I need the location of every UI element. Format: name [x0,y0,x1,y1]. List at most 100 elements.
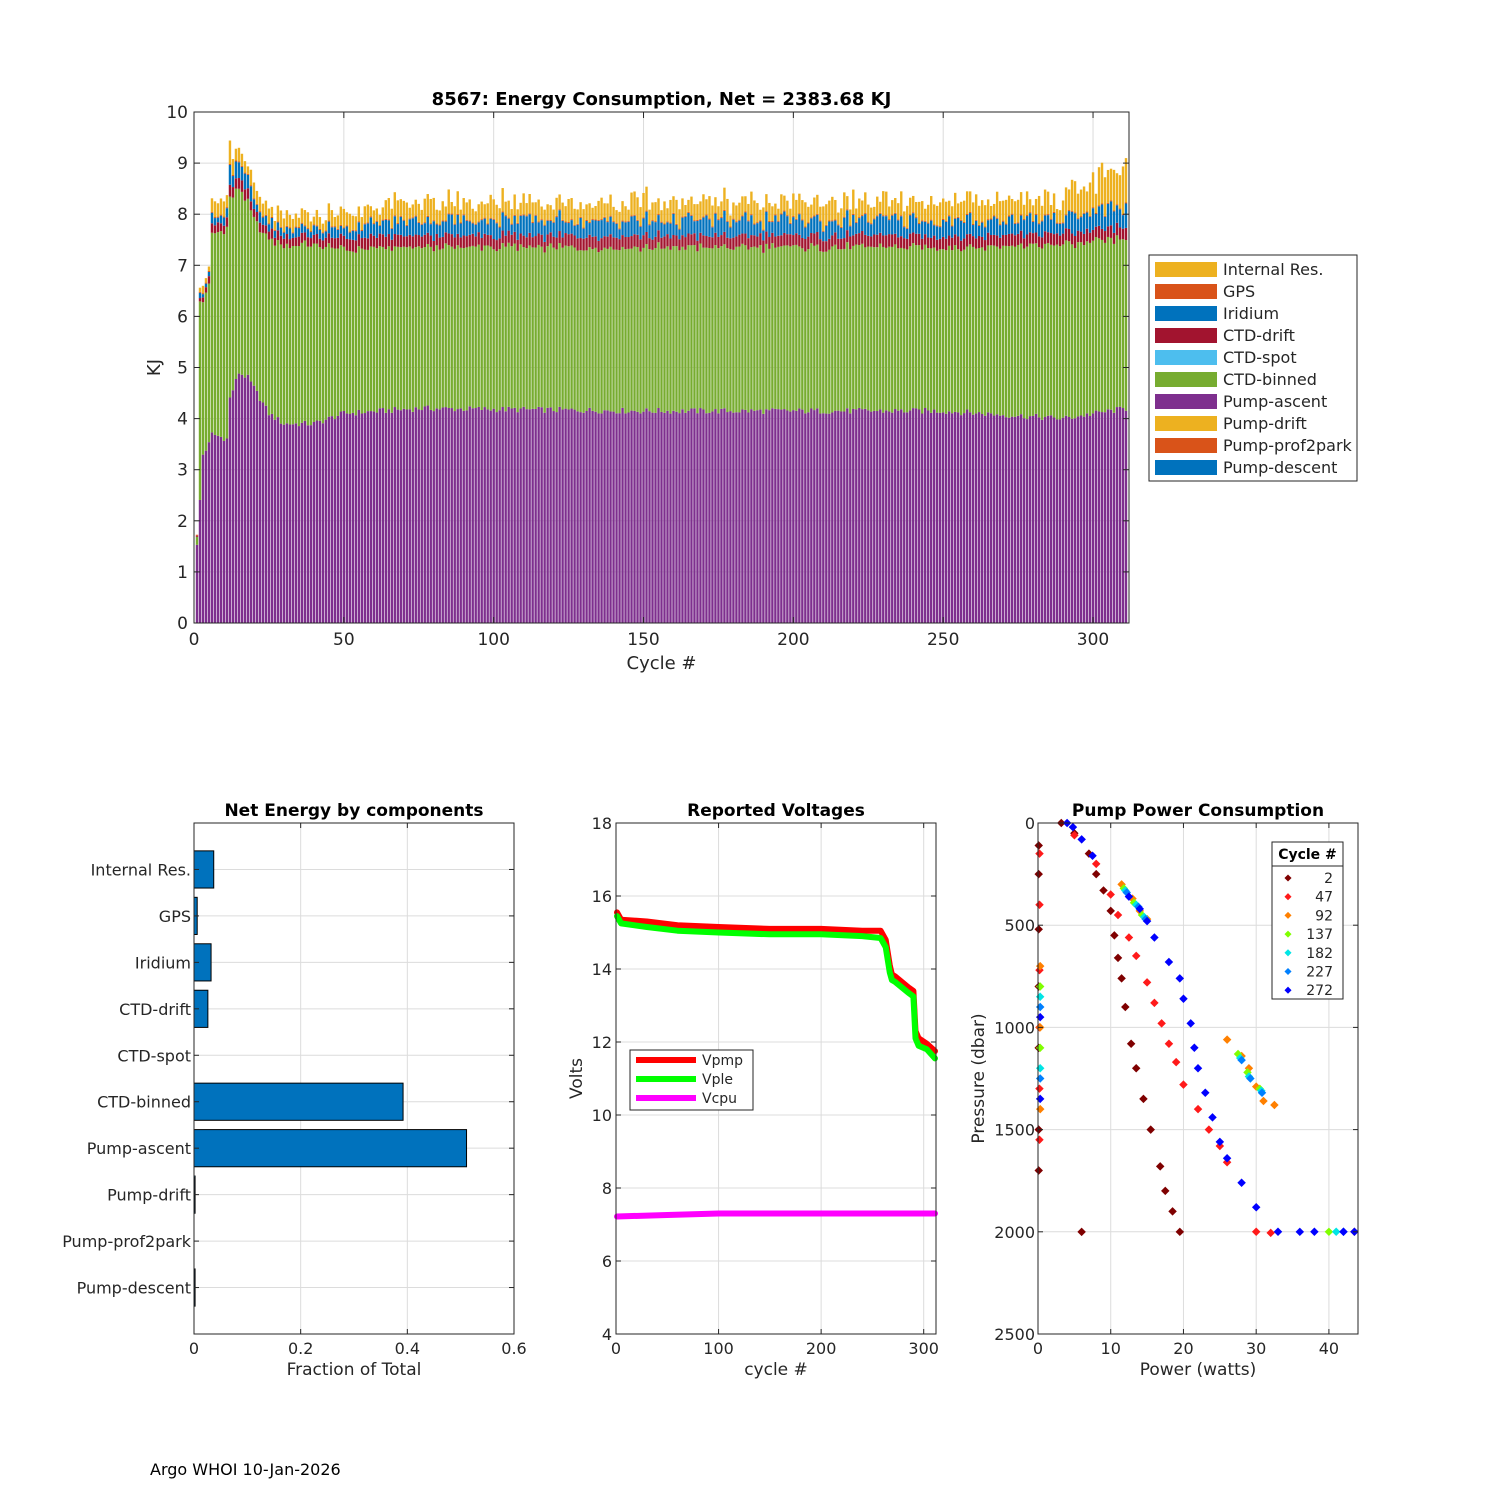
bar-iridium [492,219,495,240]
bar-pump-ascent [396,409,399,623]
bar-iridium [453,224,456,238]
bar-ctd-drift [498,238,501,250]
bar-ctd-binned [876,247,879,412]
bar-internal-res- [273,220,277,230]
scatter-point-cycle-2 [1106,906,1115,916]
bar-internal-res- [339,206,343,225]
bar-ctd-binned [666,246,669,411]
legend-swatch [1155,284,1217,299]
bar-ctd-binned [834,244,837,411]
bar-ctd-drift [321,240,325,249]
bar-ctd-drift [998,237,1002,249]
scatter-point-cycle-2 [1126,1039,1136,1049]
bar-ctd-drift [876,234,879,248]
bar-ctd-drift [405,236,408,248]
bar-internal-res- [870,207,873,224]
y-tick-label: 12 [592,1033,612,1052]
bar-ctd-binned [276,240,280,418]
bar-pump-ascent [570,408,573,623]
bar-gps [309,231,313,233]
bar-pump-ascent [537,406,540,623]
bar-internal-res- [381,207,384,220]
bar-internal-res- [342,208,346,228]
y-tick-label: 2500 [994,1325,1035,1344]
bar-iridium [1100,204,1104,229]
bar-gps [363,223,367,225]
bar-internal-res- [630,192,633,216]
bar-ctd-drift [936,239,939,251]
bar-gps [663,223,666,225]
bar-iridium [216,217,220,223]
bar-internal-res- [1103,177,1107,216]
bar-pump-ascent [1055,419,1059,623]
bar-ctd-drift [723,231,726,245]
bar-ctd-binned [573,247,576,410]
bar-ctd-binned [204,292,208,451]
y-tick-label: 10 [592,1106,612,1125]
bar-pump-ascent [594,411,597,623]
bar-internal-res- [936,205,939,226]
bar-ctd-binned [1073,248,1077,419]
bar-ctd-drift [501,230,504,244]
bar-ctd-binned [672,246,675,411]
bar-internal-res- [735,205,738,222]
bar-internal-res- [552,209,555,222]
bar-iridium [657,215,660,231]
bar-gps [1004,223,1008,225]
bar-ctd-drift [663,236,666,249]
bar-ctd-binned [219,231,223,437]
bar-iridium [1106,203,1110,227]
bar-ctd-binned [255,221,259,391]
bar-pump-ascent [780,409,783,623]
bar-iridium [741,216,744,234]
bar-pump-ascent [870,411,873,623]
y-tick-label: 0 [177,614,188,634]
bar-gps [660,221,663,223]
chart-title: Pump Power Consumption [1072,801,1324,821]
bar-ctd-drift [900,236,903,248]
bar-pump-ascent [222,440,226,623]
bar-internal-res- [909,197,912,215]
bar-ctd-binned [747,249,750,413]
bar-iridium [363,224,367,238]
bar-iridium [837,225,840,239]
bar-internal-res- [1019,192,1023,215]
scatter-point-cycle-272 [1164,957,1174,967]
bar-ctd-binned [699,243,702,409]
bar-ctd-drift [1076,230,1080,243]
bar-ctd-binned [549,243,552,408]
bar-ctd-drift [939,238,942,250]
bar-internal-res- [702,194,705,217]
bar-gps [977,224,981,226]
bar-ctd-drift [1064,228,1068,241]
bar-ctd-binned [330,247,334,417]
bar-ctd-drift [258,222,262,233]
bar-ctd-binned [528,245,531,410]
bar-iridium [597,220,600,241]
bar-iridium [822,231,825,242]
bar-iridium [1052,212,1056,235]
bar-iridium [321,233,325,241]
bar-ctd-binned [1100,239,1104,413]
legend-label: Pump-ascent [1223,392,1327,411]
bar-internal-res- [1106,169,1110,203]
bar-ctd-binned [636,247,639,412]
bar-gps [444,220,447,222]
bar-pump-ascent [1016,415,1020,623]
bar-pump-ascent [1007,417,1011,623]
bar-pump-ascent [507,406,510,623]
bar-iridium [312,225,316,235]
bar-gps [579,216,582,218]
bar-pump-ascent [786,410,789,623]
bar-gps [735,221,738,223]
legend-label: Pump-drift [1223,414,1307,433]
bar-pump-ascent [1019,414,1023,623]
bar-iridium [489,218,492,236]
bar-ctd-binned [921,249,924,414]
bar-internal-res- [327,203,331,221]
scatter-point-cycle-272 [1088,851,1097,860]
scatter-point-cycle-272 [1190,1043,1199,1053]
bar-internal-res- [576,209,579,224]
bar-gps [741,215,744,217]
